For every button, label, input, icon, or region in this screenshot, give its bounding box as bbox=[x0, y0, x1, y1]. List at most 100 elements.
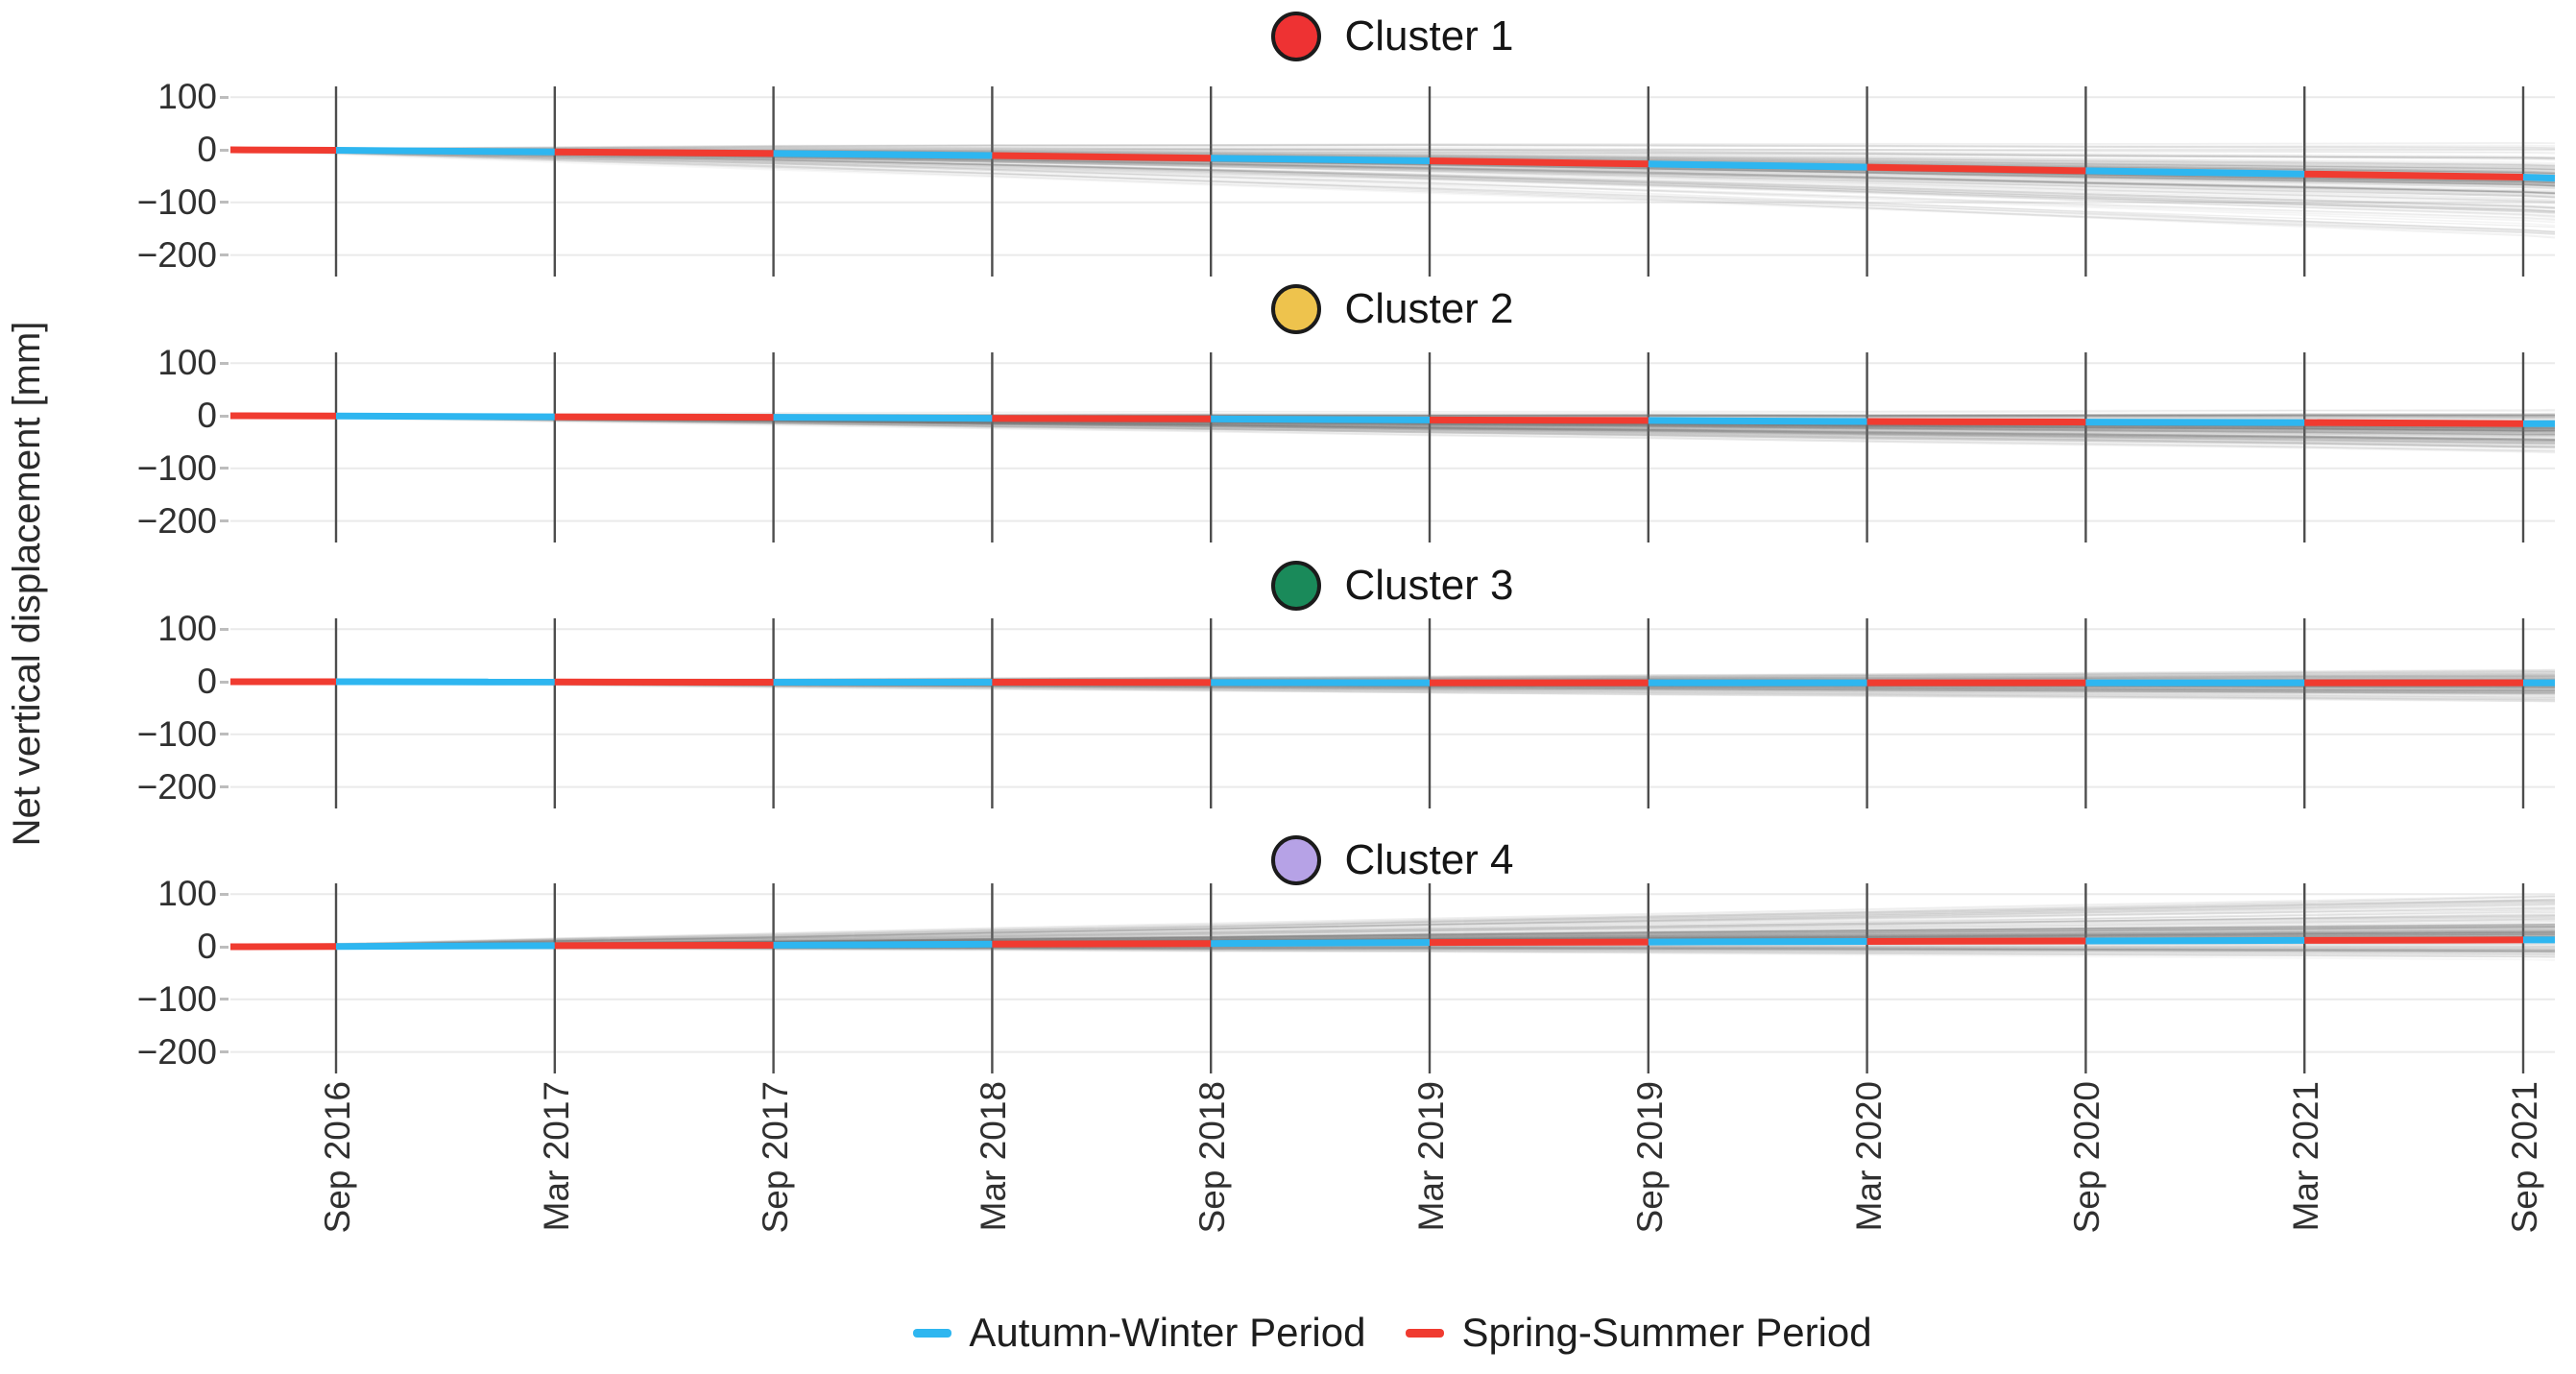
x-tick-label: Sep 2018 bbox=[1192, 1081, 1233, 1234]
cluster-2-plot bbox=[229, 352, 2556, 542]
x-tick-label: Mar 2020 bbox=[1848, 1081, 1889, 1232]
y-tick-mark bbox=[220, 627, 229, 631]
cluster-2-autumn-winter-segment bbox=[2085, 419, 2305, 426]
cluster-4-plot bbox=[229, 883, 2556, 1073]
cluster-1-autumn-winter-segment bbox=[773, 150, 993, 159]
y-tick-label: −200 bbox=[136, 1031, 217, 1072]
cluster-4-canvas bbox=[229, 883, 2556, 1073]
cluster-1-autumn-winter-segment bbox=[335, 147, 555, 156]
y-tick-label: −100 bbox=[136, 978, 217, 1019]
cluster-1-spring-summer-segment bbox=[229, 146, 337, 155]
cluster-2-autumn-winter-segment bbox=[335, 412, 555, 421]
cluster-4-spring-summer-segment bbox=[554, 941, 774, 950]
y-tick-mark bbox=[220, 148, 229, 152]
cluster-1-autumn-winter-segment bbox=[1211, 155, 1431, 165]
y-tick-label: −100 bbox=[136, 181, 217, 222]
cluster-1-spring-summer-segment bbox=[992, 152, 1212, 162]
legend: Autumn-Winter Period Spring-Summer Perio… bbox=[230, 1310, 2555, 1356]
cluster-4-spring-summer-segment bbox=[2304, 936, 2524, 944]
cluster-4-marker-icon bbox=[1271, 835, 1322, 885]
legend-label-autumn-winter: Autumn-Winter Period bbox=[969, 1310, 1366, 1355]
y-tick-label: 0 bbox=[197, 130, 217, 169]
cluster-2-spring-summer-segment bbox=[1429, 416, 1649, 424]
cluster-2-spring-summer-segment bbox=[2304, 419, 2524, 427]
y-tick-mark bbox=[220, 95, 229, 99]
cluster-3-marker-icon bbox=[1271, 561, 1322, 611]
cluster-1-spring-summer-segment bbox=[1429, 157, 1649, 168]
cluster-1-autumn-winter-segment bbox=[1648, 160, 1867, 171]
y-tick-mark bbox=[220, 467, 229, 470]
cluster-4-autumn-winter-segment bbox=[1211, 939, 1431, 948]
y-tick-label: 100 bbox=[157, 609, 217, 649]
x-tick-label: Mar 2021 bbox=[2286, 1081, 2326, 1232]
y-tick-mark bbox=[220, 945, 229, 949]
y-tick-label: 100 bbox=[157, 77, 217, 117]
y-tick-label: −200 bbox=[136, 234, 217, 275]
cluster-1-label: Cluster 1 bbox=[1344, 12, 1514, 60]
y-tick-label: −200 bbox=[136, 766, 217, 807]
cluster-4-spring-summer-segment bbox=[1866, 937, 2086, 946]
cluster-1-spring-summer-segment bbox=[2304, 170, 2524, 181]
cluster-4-label: Cluster 4 bbox=[1344, 836, 1514, 883]
cluster-1-autumn-winter-segment bbox=[2085, 167, 2305, 178]
y-tick-label: 100 bbox=[157, 343, 217, 383]
autumn-winter-line-icon bbox=[913, 1328, 952, 1338]
cluster-4-spring-summer-segment bbox=[992, 940, 1212, 948]
y-tick-mark bbox=[220, 414, 229, 418]
cluster-1-marker-icon bbox=[1271, 12, 1322, 61]
cluster-2-autumn-winter-segment bbox=[1211, 415, 1431, 423]
cluster-2-spring-summer-segment bbox=[992, 415, 1212, 422]
cluster-4-autumn-winter-segment bbox=[773, 940, 993, 949]
cluster-2-spring-summer-segment bbox=[554, 413, 774, 422]
cluster-2-marker-icon bbox=[1271, 284, 1322, 334]
x-tick-label: Sep 2016 bbox=[318, 1081, 357, 1234]
cluster-3-label: Cluster 3 bbox=[1344, 562, 1514, 609]
y-tick-mark bbox=[220, 733, 229, 736]
cluster-1-canvas bbox=[229, 86, 2556, 277]
x-tick-label: Sep 2019 bbox=[1629, 1081, 1670, 1234]
cluster-4-autumn-winter-segment bbox=[335, 942, 555, 951]
legend-label-spring-summer: Spring-Summer Period bbox=[1461, 1310, 1872, 1355]
y-tick-label: 0 bbox=[197, 396, 217, 435]
cluster-3-title: Cluster 3 bbox=[230, 555, 2555, 616]
y-tick-mark bbox=[220, 1050, 229, 1054]
spring-summer-line-icon bbox=[1406, 1328, 1445, 1338]
cluster-1-plot bbox=[229, 86, 2556, 277]
cluster-3-canvas bbox=[229, 618, 2556, 808]
cluster-2-canvas bbox=[229, 352, 2556, 542]
x-tick-label: Mar 2019 bbox=[1411, 1081, 1451, 1232]
y-tick-label: 100 bbox=[157, 874, 217, 914]
y-tick-mark bbox=[220, 785, 229, 789]
y-tick-mark bbox=[220, 892, 229, 896]
y-tick-label: −100 bbox=[136, 447, 217, 488]
cluster-1-spring-summer-segment bbox=[1866, 163, 2086, 175]
cluster-1-autumn-winter-segment bbox=[2522, 173, 2556, 182]
y-tick-label: 0 bbox=[197, 927, 217, 966]
y-tick-label: 0 bbox=[197, 662, 217, 701]
cluster-4-spring-summer-segment bbox=[1429, 938, 1649, 947]
cluster-2-title: Cluster 2 bbox=[230, 278, 2555, 340]
y-tick-label: −200 bbox=[136, 500, 217, 541]
x-tick-label: Mar 2018 bbox=[974, 1081, 1014, 1232]
x-tick-label: Sep 2017 bbox=[755, 1081, 795, 1234]
y-tick-mark bbox=[220, 361, 229, 365]
cluster-4-autumn-winter-segment bbox=[1648, 938, 1867, 946]
cluster-4-title: Cluster 4 bbox=[230, 830, 2555, 891]
x-tick-label: Mar 2017 bbox=[536, 1081, 576, 1232]
y-tick-mark bbox=[220, 680, 229, 684]
cluster-1-spring-summer-segment bbox=[554, 148, 774, 157]
legend-item-spring-summer: Spring-Summer Period bbox=[1406, 1310, 1872, 1356]
y-tick-label: −100 bbox=[136, 713, 217, 754]
cluster-1-title: Cluster 1 bbox=[230, 6, 2555, 67]
legend-item-autumn-winter: Autumn-Winter Period bbox=[913, 1310, 1365, 1356]
y-tick-mark bbox=[220, 253, 229, 257]
y-tick-mark bbox=[220, 998, 229, 1001]
y-tick-mark bbox=[220, 519, 229, 523]
x-tick-label: Sep 2021 bbox=[2505, 1081, 2544, 1234]
cluster-3-plot bbox=[229, 618, 2556, 808]
cluster-2-autumn-winter-segment bbox=[773, 414, 993, 422]
y-tick-mark bbox=[220, 201, 229, 205]
x-tick-label: Sep 2020 bbox=[2067, 1081, 2107, 1234]
cluster-4-autumn-winter-segment bbox=[2085, 936, 2305, 945]
